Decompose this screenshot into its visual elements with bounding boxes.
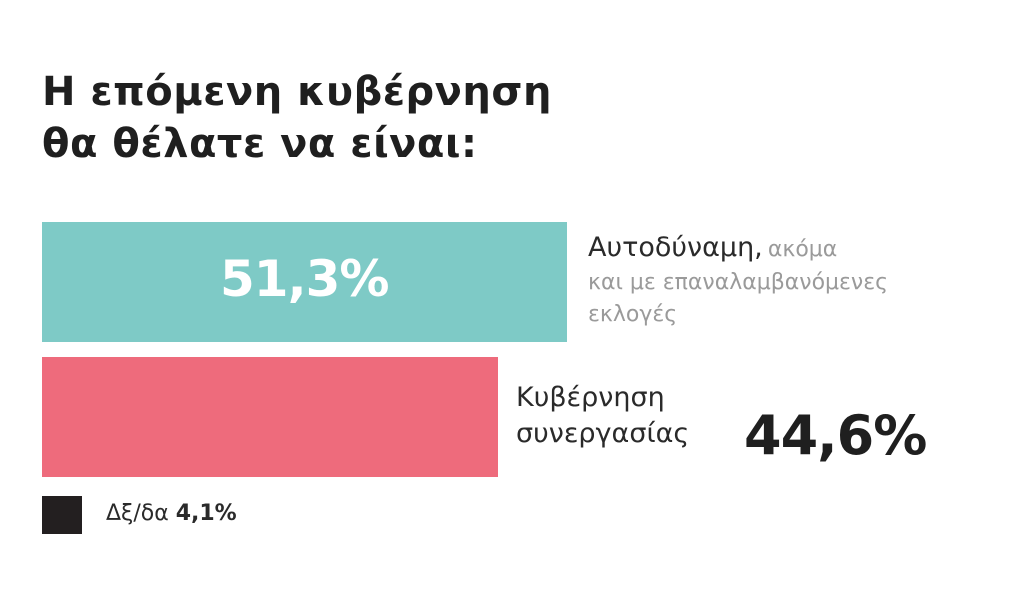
bar-synergasia-category-line-1: Κυβέρνηση [516,382,665,413]
bar-synergasia-category-line-2: συνεργασίας [516,418,690,449]
bar-autodynami-category-sub-1: ακόμα [767,237,838,262]
dxda-swatch [42,496,82,534]
bar-autodynami [42,222,567,342]
bar-autodynami-value-label: 51,3% [220,250,389,308]
bar-autodynami-category-label: Αυτοδύναμη, ακόμα και με επαναλαμβανόμεν… [588,232,1008,331]
dxda-category: Δξ/δα [106,501,169,526]
dxda-label: Δξ/δα 4,1% [106,501,237,526]
chart-title: Η επόμενη κυβέρνηση θα θέλατε να είναι: [42,66,602,170]
chart-title-line-1: Η επόμενη κυβέρνηση [42,69,552,115]
bar-synergasia-value-label: 44,6% [744,404,927,467]
bar-autodynami-category-sub-2: και με επαναλαμβανόμενες [588,270,889,295]
dxda-value-label: 4,1% [175,501,237,526]
bar-autodynami-category-sub-3: εκλογές [588,302,678,327]
bar-autodynami-category-main: Αυτοδύναμη, [588,232,763,263]
chart-title-line-2: θα θέλατε να είναι: [42,121,478,167]
bar-synergasia-category-label: Κυβέρνηση συνεργασίας [516,380,689,452]
bar-synergasia [42,357,498,477]
